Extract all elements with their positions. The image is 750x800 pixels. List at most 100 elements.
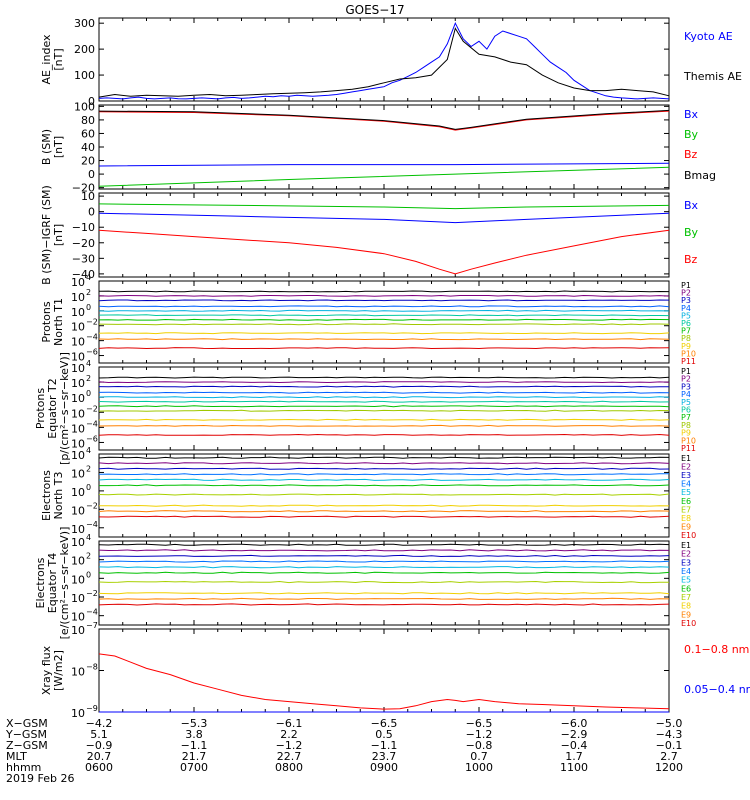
panel-4-y-tick-base: 10 xyxy=(71,362,85,375)
panel-3-channel-9 xyxy=(98,338,670,341)
panel-5-y-tick-base: 10 xyxy=(71,523,85,536)
panel-4-channel-3 xyxy=(98,391,670,394)
panel-1-legend-item: By xyxy=(684,128,699,141)
panel-7-y-tick-exponent: −9 xyxy=(86,704,98,713)
panel-6-y-tick-exponent: 4 xyxy=(86,533,91,542)
panel-1-legend-item: Bz xyxy=(684,148,698,161)
panel-3-y-tick-exponent: 0 xyxy=(86,303,91,312)
panel-3-channel-8 xyxy=(98,332,670,335)
panel-2-y-tick-label: −10 xyxy=(72,221,95,234)
panel-6-channel-4 xyxy=(98,566,670,569)
panel-3-y-label: Protons xyxy=(40,301,53,342)
x-axis-value: 1000 xyxy=(465,761,493,774)
panel-6-y-tick-exponent: −2 xyxy=(86,589,98,598)
x-axis-row-label: Z−GSM xyxy=(6,739,48,752)
x-axis-value: 23.7 xyxy=(372,750,397,763)
panel-6-channel-9 xyxy=(98,603,670,606)
x-axis-value: −1.1 xyxy=(181,739,208,752)
panel-7-y-tick-base: 10 xyxy=(71,707,85,720)
x-axis-row-label: Y−GSM xyxy=(5,728,47,741)
panel-0-legend-item: Themis AE xyxy=(683,70,742,83)
panel-1-series-2 xyxy=(98,110,670,131)
panel-7-y-tick-exponent: −7 xyxy=(86,621,98,630)
x-axis-value: −1.2 xyxy=(276,739,303,752)
panel-7-y-label: Xray flux xyxy=(40,645,53,695)
panel-3-channel-0 xyxy=(98,290,670,293)
panel-4-channel-7 xyxy=(98,409,670,412)
panel-6-legend-item: E2 xyxy=(681,550,691,559)
panel-4-legend-item: P2 xyxy=(681,375,691,384)
panel-5-y-tick-base: 10 xyxy=(71,467,85,480)
panel-4-legend-item: P6 xyxy=(681,406,691,415)
date-label: 2019 Feb 26 xyxy=(6,772,74,785)
panel-4-legend-item: P3 xyxy=(681,382,691,391)
panel-4-y-tick-base: 10 xyxy=(71,377,85,390)
panel-5-legend-item: E4 xyxy=(681,480,691,489)
x-axis-value: 0800 xyxy=(275,761,303,774)
x-axis-value: −5.3 xyxy=(181,717,208,730)
panel-6-legend-item: E6 xyxy=(681,584,691,593)
panel-5-legend-item: E5 xyxy=(681,488,691,497)
x-axis-value: −1.2 xyxy=(466,728,493,741)
panel-0-y-tick-label: 200 xyxy=(74,43,95,56)
panel-4-channel-4 xyxy=(98,396,670,399)
panel-6-y-tick-exponent: 2 xyxy=(86,552,91,561)
panel-3-y-tick-exponent: 2 xyxy=(86,288,91,297)
panel-4-legend-item: P7 xyxy=(681,413,691,422)
x-axis-value: 0600 xyxy=(85,761,113,774)
panel-3-y-tick-base: 10 xyxy=(71,321,85,334)
panel-4-y-tick-exponent: −6 xyxy=(86,434,98,443)
panel-2-legend-item: Bz xyxy=(684,253,698,266)
panel-7-legend-item: 0.1−0.8 nm xyxy=(684,643,749,656)
x-axis-value: 20.7 xyxy=(87,750,112,763)
panel-6-channel-5 xyxy=(98,571,670,574)
panel-6-legend-item: E10 xyxy=(681,619,696,628)
panel-4-channel-5 xyxy=(98,400,670,403)
panel-5-legend-item: E6 xyxy=(681,497,691,506)
x-axis-value: −6.5 xyxy=(371,717,398,730)
x-axis-value: −4.2 xyxy=(86,717,113,730)
x-axis-value: −5.0 xyxy=(656,717,683,730)
x-axis-value: 2.7 xyxy=(660,750,678,763)
panel-2-y-tick-label: −40 xyxy=(72,268,95,281)
panel-2-y-label: [nT] xyxy=(52,224,65,246)
panel-1-y-label: [nT] xyxy=(52,136,65,158)
panel-4-channel-2 xyxy=(98,385,669,388)
panel-4-channel-0 xyxy=(98,376,670,379)
panel-4-legend-item: P1 xyxy=(681,367,691,376)
panel-3-channel-5 xyxy=(98,314,670,317)
panel-6-y-label: Electrons xyxy=(34,557,47,608)
panel-1-legend-item: Bmag xyxy=(684,169,716,182)
panel-4-channel-9 xyxy=(98,424,670,427)
panel-5-channel-7 xyxy=(98,504,670,507)
panel-3-frame xyxy=(98,280,670,364)
panel-6-legend-item: E9 xyxy=(681,610,691,619)
panel-5-channel-2 xyxy=(98,467,670,470)
panel-3-y-tick-exponent: −6 xyxy=(86,348,98,357)
panel-4-legend-item: P10 xyxy=(681,436,696,445)
x-axis-value: 0.7 xyxy=(470,750,488,763)
panel-4-y-tick-exponent: −2 xyxy=(86,404,98,413)
panel-2-y-label: B (SM)−IGRF (SM) xyxy=(40,185,53,285)
panel-1-y-tick-label: 80 xyxy=(81,114,95,127)
panel-3-y-tick-exponent: 4 xyxy=(86,273,91,282)
panel-4-channel-1 xyxy=(98,381,670,384)
panel-0-y-tick-label: 0 xyxy=(88,95,95,108)
panel-2-y-tick-label: −20 xyxy=(72,237,95,250)
x-axis-row-label: MLT xyxy=(6,750,27,763)
panel-1-series-0 xyxy=(98,162,670,167)
panel-3-channel-3 xyxy=(98,305,670,308)
panel-3-y-tick-base: 10 xyxy=(71,291,85,304)
panel-5-channel-6 xyxy=(98,493,670,496)
x-axis-value: 2.2 xyxy=(280,728,298,741)
panel-4-y-tick-base: 10 xyxy=(71,437,85,450)
panel-3-y-tick-base: 10 xyxy=(71,336,85,349)
panel-5-y-tick-exponent: 4 xyxy=(86,446,91,455)
panel-2-series-0 xyxy=(98,212,670,224)
panel-4-channel-6 xyxy=(98,405,670,408)
panel-3-legend-item: P9 xyxy=(681,342,691,351)
x-axis-value: 21.7 xyxy=(182,750,207,763)
panel-2-y-tick-label: 10 xyxy=(81,190,95,203)
panel-6-y-tick-base: 10 xyxy=(71,573,85,586)
panel-0-y-tick-label: 100 xyxy=(74,69,95,82)
